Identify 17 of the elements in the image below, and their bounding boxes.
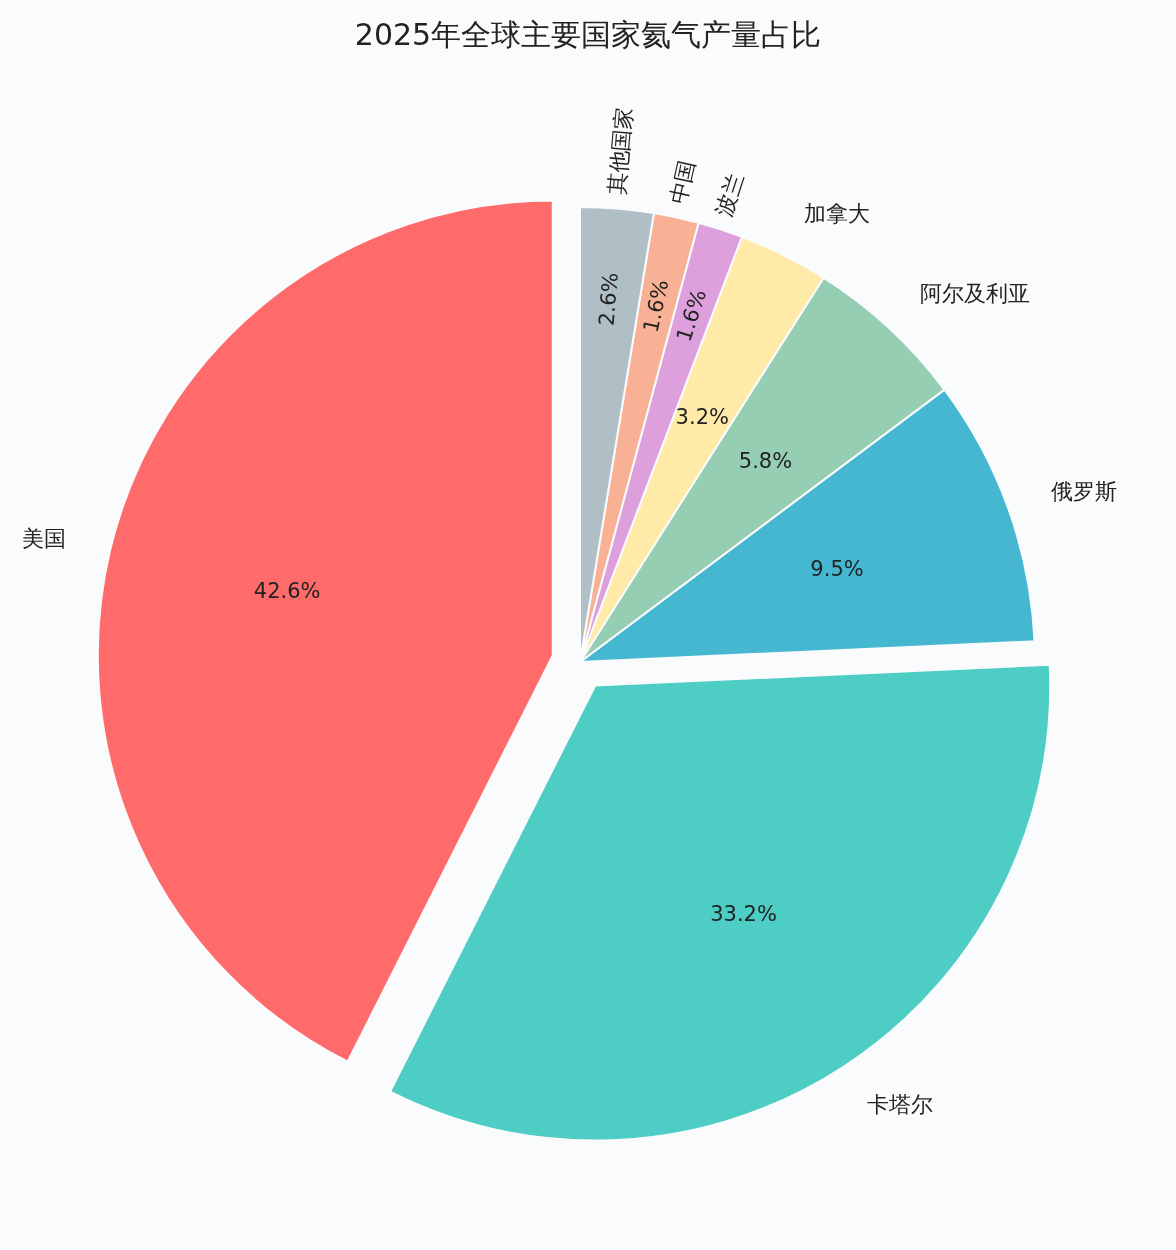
data-label: 2.6% xyxy=(594,271,623,327)
slice-label: 卡塔尔 xyxy=(867,1091,934,1117)
chart-title: 2025年全球主要国家氦气产量占比 xyxy=(354,17,822,52)
slice-label: 中国 xyxy=(665,158,700,207)
data-label: 1.6% xyxy=(671,286,712,345)
slice-label: 阿尔及利亚 xyxy=(920,280,1031,306)
data-label: 9.5% xyxy=(810,557,864,582)
slice-label: 美国 xyxy=(21,525,66,551)
data-label: 42.6% xyxy=(253,579,321,604)
slice-label: 其他国家 xyxy=(604,106,637,196)
data-label: 1.6% xyxy=(638,277,674,335)
data-label: 5.8% xyxy=(738,448,793,473)
data-label: 3.2% xyxy=(675,404,729,429)
slice-label: 加拿大 xyxy=(804,200,871,226)
slice-label: 波兰 xyxy=(711,170,749,220)
data-label: 33.2% xyxy=(710,901,777,926)
slice-label: 俄罗斯 xyxy=(1051,479,1118,505)
